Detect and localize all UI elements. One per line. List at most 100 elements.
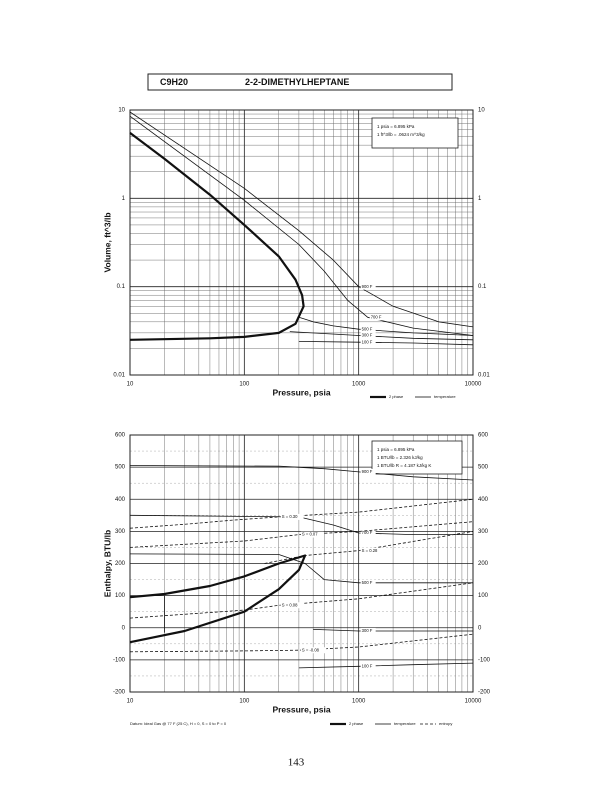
chart: 10 100 1000 10000 -200 -200 -100 -100 0 0 100 100 20…: [102, 433, 490, 726]
series-line: [129, 465, 474, 481]
info-text: 1 psia = 6.895 kPa: [377, 447, 415, 452]
series-line: [129, 111, 474, 328]
y2-tick-label: 0.01: [478, 373, 490, 379]
series-label-bg: [280, 602, 304, 609]
series-line: [129, 521, 474, 548]
x-tick-label: 100: [239, 699, 250, 705]
y-tick-label: 300: [115, 529, 126, 535]
series-label: 700 F: [371, 314, 382, 319]
y-tick-label: 10: [118, 108, 125, 114]
datum: Datum: Ideal Gas @ 77 F (25 C), H = 0, S…: [130, 721, 227, 726]
info-text: 1 psia = 6.895 kPa: [377, 124, 415, 129]
y2-tick-label: -100: [478, 657, 491, 663]
y-tick-label: 400: [115, 497, 126, 503]
y-tick-label: 200: [115, 561, 126, 567]
series-label: 700 F: [362, 530, 373, 535]
series-line: [298, 662, 474, 669]
legend-label: 2 phase: [389, 394, 404, 399]
x-tick-label: 10000: [465, 382, 482, 388]
series-label-bg: [360, 663, 376, 670]
y2-tick-label: -200: [478, 690, 491, 696]
legend-label: temperature: [434, 394, 456, 399]
y-tick-label: 1: [122, 196, 126, 202]
series-line: [129, 633, 474, 653]
series-label-bg: [300, 647, 327, 654]
series-line: [129, 132, 305, 341]
series-label: S = 0.08: [282, 602, 298, 607]
series-line: [313, 629, 473, 632]
series-label-bg: [360, 339, 376, 346]
series-label-bg: [360, 627, 376, 634]
series-line: [264, 531, 474, 564]
y2-tick-label: 200: [478, 561, 489, 567]
legend-label: temperature: [394, 721, 416, 726]
y-tick-label: 0.01: [113, 373, 125, 379]
series-label: 500 F: [362, 580, 373, 585]
series-label: 900 F: [362, 284, 373, 289]
y2-tick-label: 10: [478, 108, 485, 114]
plot-frame: [129, 434, 474, 693]
series-label: S = 0.28: [362, 548, 378, 553]
y-tick-label: 600: [115, 433, 126, 439]
series-line: [289, 331, 474, 341]
series-label: 100 F: [362, 663, 373, 668]
chart: 10 100 1000 10000 0.01 0.01 0.1 0.1 1 1 10 10 Pressu…: [102, 108, 490, 399]
y2-tick-label: 500: [478, 465, 489, 471]
series-label: 300 F: [362, 628, 373, 633]
series-line: [129, 582, 474, 619]
x-tick-label: 10000: [465, 699, 482, 705]
y-axis-title: Volume, ft^3/lb: [102, 212, 112, 272]
x-tick-label: 1000: [352, 699, 366, 705]
y-tick-label: -200: [113, 690, 126, 696]
header-box: [147, 73, 453, 91]
series-label: S = 0.07: [302, 532, 318, 537]
series-label-bg: [360, 529, 376, 536]
series-label-bg: [369, 314, 385, 321]
legend-label: entropy: [439, 721, 452, 726]
series-label: 900 F: [362, 469, 373, 474]
x-tick-label: 1000: [352, 382, 366, 388]
series-label: 100 F: [362, 339, 373, 344]
series-label-bg: [360, 332, 376, 339]
x-tick-label: 10: [127, 699, 134, 705]
series-label: S = -0.08: [302, 647, 320, 652]
formula: C9H20: [160, 77, 188, 87]
series-label-bg: [280, 513, 304, 520]
legend-label: 2 phase: [349, 721, 364, 726]
y2-tick-label: 1: [478, 196, 482, 202]
x-tick-label: 100: [239, 382, 250, 388]
y-tick-label: 0.1: [117, 284, 126, 290]
series-label-bg: [360, 468, 376, 475]
series-line: [298, 341, 474, 346]
series-label-bg: [360, 547, 384, 554]
plot-frame: [129, 109, 474, 376]
series-line: [129, 553, 473, 584]
info-text: 1 BTU/lb R = 4.187 kJ/kg K: [377, 463, 431, 468]
y-tick-label: 0: [122, 625, 126, 631]
y-tick-label: -100: [113, 657, 126, 663]
y2-tick-label: 100: [478, 593, 489, 599]
y2-tick-label: 0: [478, 625, 482, 631]
y2-tick-label: 0.1: [478, 284, 487, 290]
series-label-bg: [360, 283, 376, 290]
series-label: 300 F: [362, 333, 373, 338]
series-line: [298, 316, 474, 336]
y-tick-label: 100: [115, 593, 126, 599]
y-axis-title: Enthalpy, BTU/lb: [102, 530, 112, 597]
info-box: [371, 117, 459, 149]
series-line: [129, 514, 473, 535]
y2-tick-label: 600: [478, 433, 489, 439]
series-line: [129, 115, 474, 336]
x-tick-label: 10: [127, 382, 134, 388]
x-axis-title: Pressure, psia: [272, 704, 330, 714]
compound-name: 2-2-DIMETHYLHEPTANE: [245, 77, 349, 87]
info-box: [371, 440, 463, 475]
y-tick-label: 500: [115, 465, 126, 471]
x-axis-title: Pressure, psia: [272, 387, 330, 397]
y2-tick-label: 400: [478, 497, 489, 503]
page-number: 143: [288, 757, 305, 769]
info-text: 1 BTU/lb = 2.326 kJ/kg: [377, 455, 423, 460]
series-line: [129, 498, 474, 529]
